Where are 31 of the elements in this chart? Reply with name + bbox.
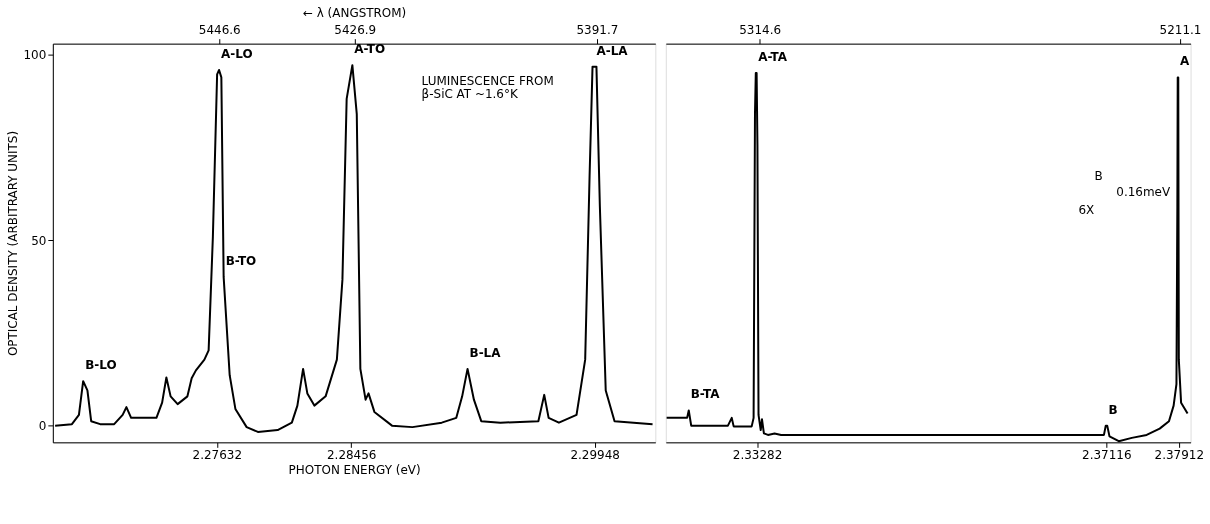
y-tick-label: 50 xyxy=(31,233,47,248)
annotation: A-TO xyxy=(354,42,386,57)
y-tick-label: 0 xyxy=(38,419,47,434)
x-tick-label: 2.28456 xyxy=(327,447,377,462)
y-tick-label: 100 xyxy=(23,48,47,63)
annotation: B-TA xyxy=(690,387,721,402)
x-axis-title: PHOTON ENERGY (eV) xyxy=(288,462,421,477)
annotation: 0.16meV xyxy=(1116,185,1171,200)
annotation: A-LO xyxy=(221,47,253,62)
x2-tick-label: 5426.9 xyxy=(334,23,377,38)
annotation: B xyxy=(1094,169,1103,184)
annotation: A xyxy=(1179,54,1190,69)
annotation: A-LA xyxy=(596,43,629,58)
annotation: A-TA xyxy=(758,49,788,64)
annotation: 6X xyxy=(1078,203,1095,218)
annotation: LUMINESCENCE FROM β-SiC AT ~1.6°K xyxy=(421,73,554,102)
annotation: B-TO xyxy=(225,253,257,268)
x-tick-label: 2.37116 xyxy=(1082,447,1132,462)
y-axis-title: OPTICAL DENSITY (ARBITRARY UNITS) xyxy=(5,130,20,357)
x2-tick-label: 5391.7 xyxy=(576,23,619,38)
x2-tick-label: 5446.6 xyxy=(198,23,241,38)
x2-tick-label: 5211.1 xyxy=(1159,23,1202,38)
x-tick-label: 2.33282 xyxy=(732,447,783,462)
annotation: B-LO xyxy=(85,358,117,373)
x-tick-label: 2.27632 xyxy=(192,447,243,462)
x2-tick-label: 5314.6 xyxy=(739,23,782,38)
annotation: B xyxy=(1108,402,1118,417)
x2-axis-title: ← λ (ANGSTROM) xyxy=(302,6,407,21)
annotation: B-LA xyxy=(469,345,502,360)
x-tick-label: 2.29948 xyxy=(570,447,620,462)
x-tick-label: 2.37912 xyxy=(1154,447,1205,462)
